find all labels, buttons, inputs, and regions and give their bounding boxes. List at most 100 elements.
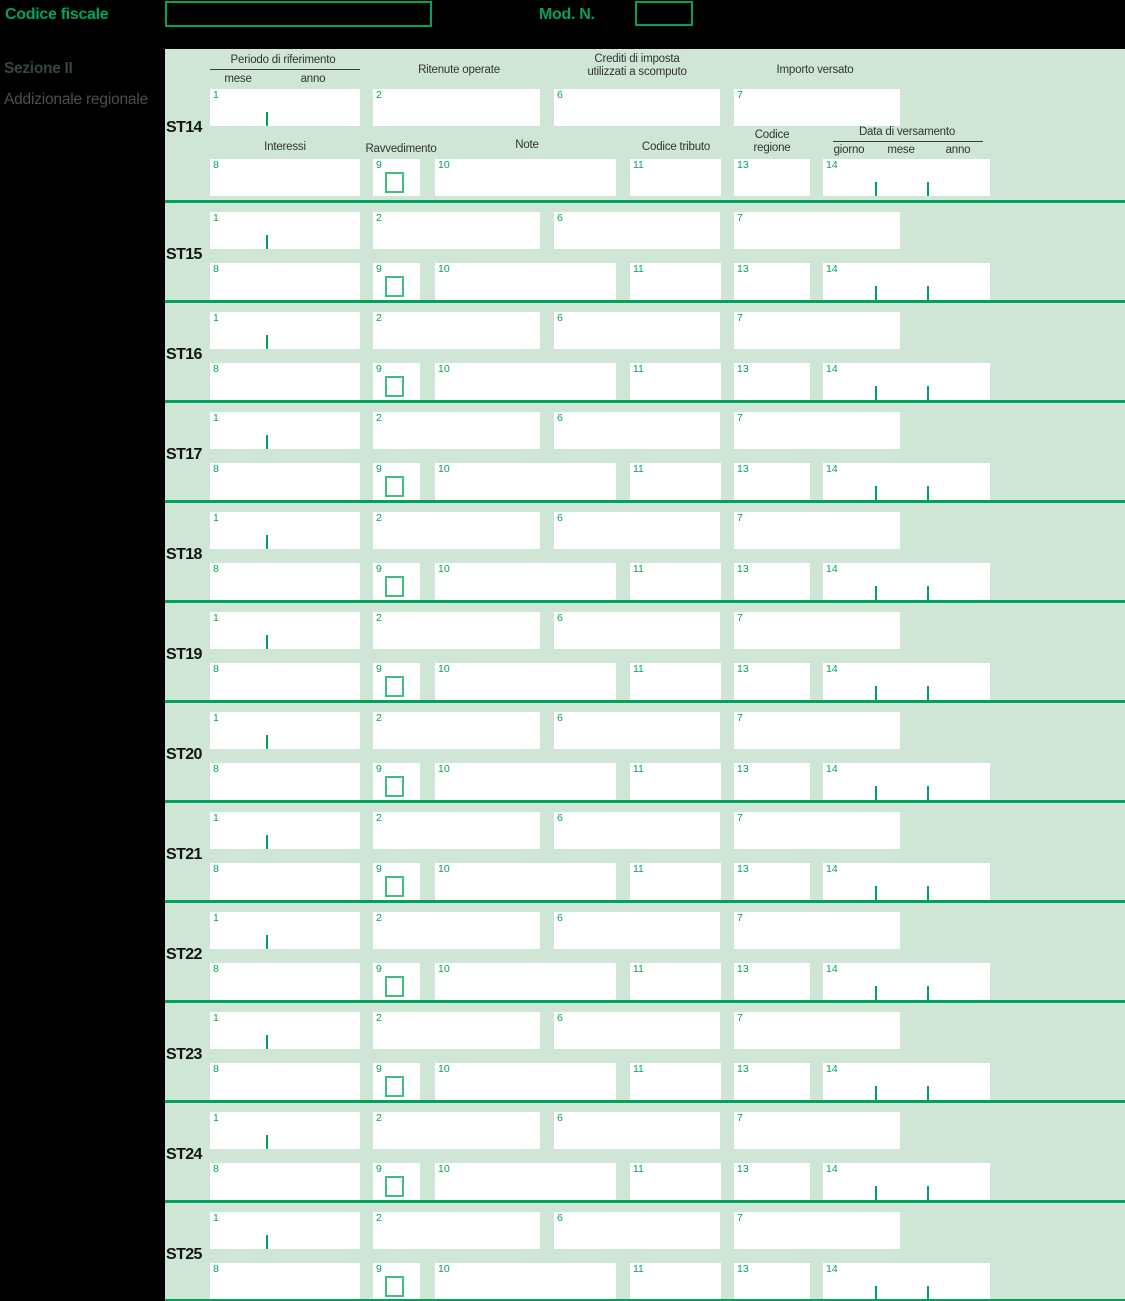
row-ST17-field-9-input[interactable]: 9 (373, 463, 420, 500)
row-ST25-field-2-input[interactable]: 2 (373, 1212, 540, 1249)
row-ST14-field-10-input[interactable]: 10 (435, 159, 616, 196)
row-ST23-field-7-input[interactable]: 7 (734, 1012, 900, 1049)
row-ST14-field-13-input[interactable]: 13 (734, 159, 810, 196)
row-ST21-field-7-input[interactable]: 7 (734, 812, 900, 849)
row-ST16-ravvedimento-checkbox[interactable] (385, 376, 404, 397)
row-ST18-field-9-input[interactable]: 9 (373, 563, 420, 600)
row-ST23-ravvedimento-checkbox[interactable] (385, 1076, 404, 1097)
row-ST18-field-2-input[interactable]: 2 (373, 512, 540, 549)
row-ST17-field-7-input[interactable]: 7 (734, 412, 900, 449)
row-ST15-field-9-input[interactable]: 9 (373, 263, 420, 300)
row-ST14-ravvedimento-checkbox[interactable] (385, 172, 404, 193)
row-ST15-field-8-input[interactable]: 8 (210, 263, 360, 300)
row-ST22-field-10-input[interactable]: 10 (435, 963, 616, 1000)
row-ST24-field-10-input[interactable]: 10 (435, 1163, 616, 1200)
row-ST19-field-7-input[interactable]: 7 (734, 612, 900, 649)
row-ST15-field-2-input[interactable]: 2 (373, 212, 540, 249)
row-ST25-field-8-input[interactable]: 8 (210, 1263, 360, 1300)
row-ST19-field-1-input[interactable]: 1 (210, 612, 360, 649)
row-ST16-field-8-input[interactable]: 8 (210, 363, 360, 400)
row-ST16-field-14-input[interactable]: 14 (823, 363, 990, 400)
row-ST22-field-9-input[interactable]: 9 (373, 963, 420, 1000)
row-ST14-field-14-input[interactable]: 14 (823, 159, 990, 196)
row-ST16-field-7-input[interactable]: 7 (734, 312, 900, 349)
row-ST25-field-1-input[interactable]: 1 (210, 1212, 360, 1249)
row-ST23-field-14-input[interactable]: 14 (823, 1063, 990, 1100)
row-ST22-ravvedimento-checkbox[interactable] (385, 976, 404, 997)
row-ST21-field-14-input[interactable]: 14 (823, 863, 990, 900)
row-ST18-field-13-input[interactable]: 13 (734, 563, 810, 600)
mod-n-input[interactable] (635, 1, 693, 26)
row-ST18-field-7-input[interactable]: 7 (734, 512, 900, 549)
row-ST20-field-2-input[interactable]: 2 (373, 712, 540, 749)
row-ST24-field-6-input[interactable]: 6 (554, 1112, 720, 1149)
row-ST18-field-1-input[interactable]: 1 (210, 512, 360, 549)
row-ST22-field-6-input[interactable]: 6 (554, 912, 720, 949)
row-ST20-field-7-input[interactable]: 7 (734, 712, 900, 749)
row-ST25-field-14-input[interactable]: 14 (823, 1263, 990, 1300)
row-ST24-field-13-input[interactable]: 13 (734, 1163, 810, 1200)
row-ST23-field-6-input[interactable]: 6 (554, 1012, 720, 1049)
row-ST16-field-9-input[interactable]: 9 (373, 363, 420, 400)
row-ST21-field-13-input[interactable]: 13 (734, 863, 810, 900)
row-ST15-field-11-input[interactable]: 11 (630, 263, 721, 300)
row-ST19-field-11-input[interactable]: 11 (630, 663, 721, 700)
row-ST14-field-6-input[interactable]: 6 (554, 89, 720, 126)
row-ST25-field-6-input[interactable]: 6 (554, 1212, 720, 1249)
row-ST25-field-11-input[interactable]: 11 (630, 1263, 721, 1300)
row-ST20-field-8-input[interactable]: 8 (210, 763, 360, 800)
row-ST24-field-14-input[interactable]: 14 (823, 1163, 990, 1200)
row-ST20-field-6-input[interactable]: 6 (554, 712, 720, 749)
row-ST16-field-1-input[interactable]: 1 (210, 312, 360, 349)
row-ST20-field-13-input[interactable]: 13 (734, 763, 810, 800)
row-ST18-field-11-input[interactable]: 11 (630, 563, 721, 600)
row-ST15-field-6-input[interactable]: 6 (554, 212, 720, 249)
row-ST19-field-14-input[interactable]: 14 (823, 663, 990, 700)
row-ST25-field-10-input[interactable]: 10 (435, 1263, 616, 1300)
row-ST14-field-11-input[interactable]: 11 (630, 159, 721, 196)
codice-fiscale-input[interactable] (165, 1, 432, 27)
row-ST14-field-2-input[interactable]: 2 (373, 89, 540, 126)
row-ST19-field-6-input[interactable]: 6 (554, 612, 720, 649)
row-ST21-field-9-input[interactable]: 9 (373, 863, 420, 900)
row-ST22-field-1-input[interactable]: 1 (210, 912, 360, 949)
row-ST15-field-10-input[interactable]: 10 (435, 263, 616, 300)
row-ST20-field-11-input[interactable]: 11 (630, 763, 721, 800)
row-ST14-field-1-input[interactable]: 1 (210, 89, 360, 126)
row-ST24-field-1-input[interactable]: 1 (210, 1112, 360, 1149)
row-ST23-field-9-input[interactable]: 9 (373, 1063, 420, 1100)
row-ST19-field-10-input[interactable]: 10 (435, 663, 616, 700)
row-ST17-field-2-input[interactable]: 2 (373, 412, 540, 449)
row-ST21-field-6-input[interactable]: 6 (554, 812, 720, 849)
row-ST16-field-6-input[interactable]: 6 (554, 312, 720, 349)
row-ST23-field-2-input[interactable]: 2 (373, 1012, 540, 1049)
row-ST23-field-1-input[interactable]: 1 (210, 1012, 360, 1049)
row-ST19-field-9-input[interactable]: 9 (373, 663, 420, 700)
row-ST17-field-8-input[interactable]: 8 (210, 463, 360, 500)
row-ST21-field-1-input[interactable]: 1 (210, 812, 360, 849)
row-ST16-field-10-input[interactable]: 10 (435, 363, 616, 400)
row-ST20-field-10-input[interactable]: 10 (435, 763, 616, 800)
row-ST23-field-8-input[interactable]: 8 (210, 1063, 360, 1100)
row-ST19-field-2-input[interactable]: 2 (373, 612, 540, 649)
row-ST15-field-13-input[interactable]: 13 (734, 263, 810, 300)
row-ST25-field-9-input[interactable]: 9 (373, 1263, 420, 1300)
row-ST24-field-8-input[interactable]: 8 (210, 1163, 360, 1200)
row-ST20-field-14-input[interactable]: 14 (823, 763, 990, 800)
row-ST19-field-8-input[interactable]: 8 (210, 663, 360, 700)
row-ST17-ravvedimento-checkbox[interactable] (385, 476, 404, 497)
row-ST22-field-7-input[interactable]: 7 (734, 912, 900, 949)
row-ST25-ravvedimento-checkbox[interactable] (385, 1276, 404, 1297)
row-ST23-field-11-input[interactable]: 11 (630, 1063, 721, 1100)
row-ST15-field-7-input[interactable]: 7 (734, 212, 900, 249)
row-ST15-ravvedimento-checkbox[interactable] (385, 276, 404, 297)
row-ST17-field-1-input[interactable]: 1 (210, 412, 360, 449)
row-ST16-field-13-input[interactable]: 13 (734, 363, 810, 400)
row-ST16-field-2-input[interactable]: 2 (373, 312, 540, 349)
row-ST14-field-9-input[interactable]: 9 (373, 159, 420, 196)
row-ST16-field-11-input[interactable]: 11 (630, 363, 721, 400)
row-ST22-field-11-input[interactable]: 11 (630, 963, 721, 1000)
row-ST22-field-2-input[interactable]: 2 (373, 912, 540, 949)
row-ST24-ravvedimento-checkbox[interactable] (385, 1176, 404, 1197)
row-ST21-field-8-input[interactable]: 8 (210, 863, 360, 900)
